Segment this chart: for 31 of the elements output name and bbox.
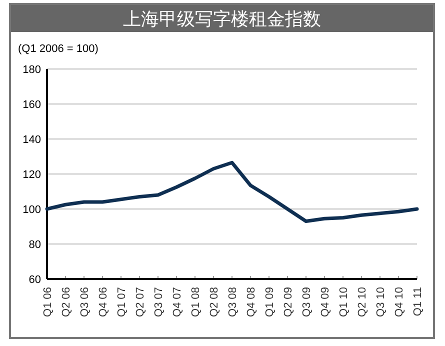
x-tick-label: Q4 06 [98, 287, 110, 317]
chart-title: 上海甲级写字楼租金指数 [123, 9, 321, 29]
x-tick-label: Q1 09 [264, 287, 276, 317]
x-tick-label: Q2 10 [356, 287, 368, 317]
y-tick-label: 120 [22, 169, 41, 181]
y-tick-label: 80 [28, 239, 41, 251]
x-tick-label: Q4 09 [320, 287, 332, 317]
x-tick-label: Q1 08 [190, 287, 202, 317]
y-tick-label: 100 [22, 204, 41, 216]
x-tick-label: Q2 08 [208, 287, 220, 317]
x-tick-label: Q3 06 [79, 287, 91, 317]
x-tick-label: Q3 10 [375, 287, 387, 317]
x-tick-label: Q3 09 [301, 287, 313, 317]
x-tick-label: Q1 06 [42, 287, 54, 317]
x-tick-label: Q3 08 [227, 287, 239, 317]
y-tick-label: 180 [22, 64, 41, 76]
x-tick-label: Q4 08 [246, 287, 258, 317]
x-tick-label: Q1 07 [116, 287, 128, 317]
x-tick-label: Q4 07 [172, 287, 184, 317]
y-tick-label: 160 [22, 99, 41, 111]
x-tick-label: Q2 06 [60, 287, 72, 317]
line-series [45, 160, 419, 223]
x-tick-label: Q1 11 [412, 287, 424, 316]
x-tick-label: Q1 10 [338, 287, 350, 317]
y-axis-title: (Q1 2006 = 100) [18, 43, 98, 55]
y-tick-label: 140 [22, 134, 41, 146]
x-tick-label: Q3 07 [153, 287, 165, 317]
y-tick-label: 60 [28, 274, 41, 286]
x-tick-label: Q2 07 [134, 287, 146, 317]
x-tick-label: Q2 09 [282, 287, 294, 317]
x-tick-label: Q4 10 [394, 287, 406, 317]
